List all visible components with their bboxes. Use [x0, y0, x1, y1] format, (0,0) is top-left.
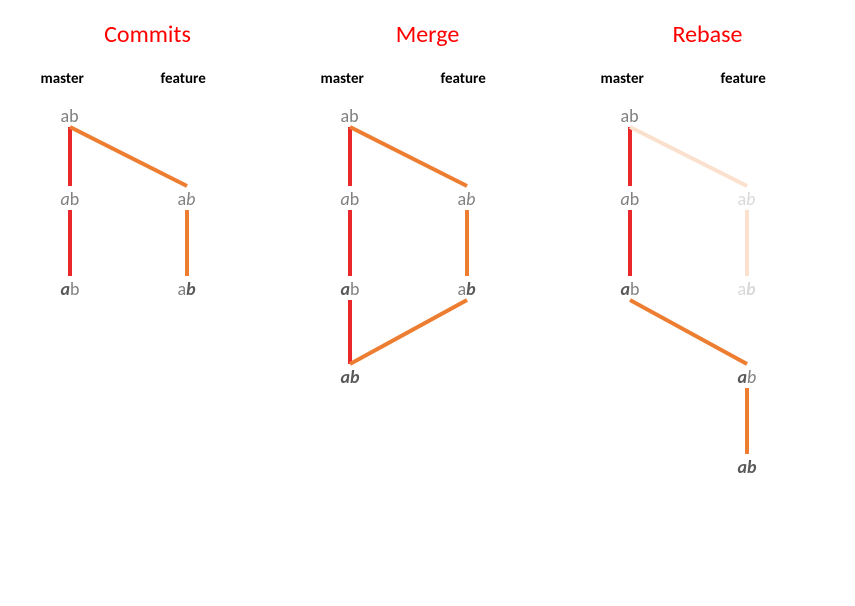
branch-header: feature — [721, 70, 766, 88]
commit-node: ab — [621, 278, 640, 300]
node-b: b — [350, 366, 360, 388]
node-b: b — [350, 188, 359, 210]
node-b: b — [629, 105, 638, 127]
node-a: a — [61, 188, 70, 210]
node-b: b — [350, 278, 359, 300]
node-b: b — [630, 278, 639, 300]
node-a: a — [61, 105, 70, 127]
node-a: a — [621, 188, 630, 210]
node-b: b — [746, 278, 756, 300]
edge — [350, 127, 467, 186]
edges — [303, 20, 553, 580]
commit-node: ab — [61, 278, 80, 300]
branch-header: master — [321, 70, 364, 88]
node-a: a — [738, 188, 747, 210]
edge — [630, 127, 747, 186]
commit-node: ab — [341, 366, 360, 388]
node-b: b — [349, 105, 358, 127]
node-a: a — [621, 278, 631, 300]
node-b: b — [69, 105, 78, 127]
node-a: a — [61, 278, 71, 300]
commit-node: ab — [738, 188, 756, 210]
node-b: b — [70, 278, 79, 300]
node-a: a — [458, 188, 467, 210]
node-a: a — [738, 366, 748, 388]
commit-node: ab — [621, 188, 640, 210]
node-b: b — [466, 278, 476, 300]
node-b: b — [70, 188, 79, 210]
commit-node: ab — [341, 105, 359, 127]
commit-node: ab — [738, 366, 757, 388]
node-a: a — [621, 105, 630, 127]
node-b: b — [186, 278, 196, 300]
node-a: a — [341, 188, 350, 210]
panel-commits: Commitsmasterfeatureababababab — [23, 20, 273, 580]
node-b: b — [466, 188, 475, 210]
branch-header: feature — [441, 70, 486, 88]
edge — [350, 300, 467, 364]
panel-merge: Mergemasterfeatureabababababab — [303, 20, 553, 580]
node-b: b — [630, 188, 639, 210]
node-a: a — [738, 456, 748, 478]
node-b: b — [186, 188, 195, 210]
branch-header: feature — [161, 70, 206, 88]
commit-node: ab — [458, 188, 476, 210]
edge — [630, 300, 747, 364]
node-b: b — [747, 456, 757, 478]
branch-header: master — [601, 70, 644, 88]
commit-node: ab — [738, 456, 757, 478]
edges — [583, 20, 833, 580]
node-a: a — [178, 278, 187, 300]
commit-node: ab — [458, 278, 476, 300]
node-a: a — [178, 188, 187, 210]
node-a: a — [458, 278, 467, 300]
node-a: a — [341, 366, 351, 388]
commit-node: ab — [61, 188, 80, 210]
diagram-container: CommitsmasterfeatureabababababMergemaste… — [10, 20, 845, 580]
panel-rebase: Rebasemasterfeatureababababababab — [583, 20, 833, 580]
edges — [23, 20, 273, 580]
commit-node: ab — [341, 278, 360, 300]
node-b: b — [746, 188, 755, 210]
node-a: a — [341, 105, 350, 127]
commit-node: ab — [738, 278, 756, 300]
node-a: a — [738, 278, 747, 300]
node-a: a — [341, 278, 351, 300]
branch-header: master — [41, 70, 84, 88]
node-b: b — [747, 366, 756, 388]
commit-node: ab — [341, 188, 360, 210]
commit-node: ab — [61, 105, 79, 127]
edge — [70, 127, 187, 186]
commit-node: ab — [178, 278, 196, 300]
commit-node: ab — [178, 188, 196, 210]
commit-node: ab — [621, 105, 639, 127]
